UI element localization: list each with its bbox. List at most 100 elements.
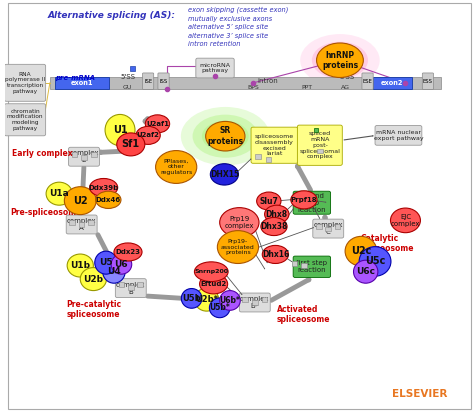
- Ellipse shape: [200, 274, 228, 294]
- Ellipse shape: [90, 178, 118, 197]
- Text: intron: intron: [257, 78, 278, 84]
- Text: U6: U6: [115, 260, 128, 269]
- Text: U2b*: U2b*: [195, 295, 218, 304]
- Ellipse shape: [300, 34, 380, 87]
- Ellipse shape: [317, 43, 364, 77]
- Bar: [55, 77, 109, 89]
- Text: U6b*: U6b*: [219, 296, 240, 305]
- Ellipse shape: [111, 255, 132, 274]
- Bar: [317, 148, 323, 153]
- Text: Ddx39b: Ddx39b: [89, 185, 119, 190]
- Text: complex
B: complex B: [116, 282, 146, 295]
- Text: spliceosome
disassembly
excised
lariat: spliceosome disassembly excised lariat: [255, 134, 294, 157]
- Bar: [50, 77, 440, 89]
- Text: spliced
mRNA
post-
spliceosomal
complex: spliced mRNA post- spliceosomal complex: [300, 131, 340, 159]
- Text: DHX15: DHX15: [210, 170, 239, 179]
- Text: U2af1: U2af1: [146, 121, 169, 127]
- Bar: [326, 227, 331, 232]
- Text: U2b: U2b: [83, 274, 103, 283]
- Text: 3'SS: 3'SS: [339, 74, 355, 80]
- Text: U5b*: U5b*: [210, 303, 230, 312]
- Ellipse shape: [291, 191, 317, 209]
- Bar: [335, 224, 340, 229]
- Ellipse shape: [264, 205, 289, 223]
- Ellipse shape: [218, 231, 258, 264]
- FancyBboxPatch shape: [143, 73, 154, 89]
- FancyBboxPatch shape: [239, 293, 270, 312]
- Text: Catalytic
spliceosome: Catalytic spliceosome: [361, 234, 414, 253]
- Text: AG: AG: [341, 85, 350, 90]
- Text: Sf1: Sf1: [122, 139, 140, 150]
- Text: PPIases,
other
regulators: PPIases, other regulators: [160, 159, 192, 175]
- Text: SR
proteins: SR proteins: [207, 126, 243, 146]
- Text: ISE: ISE: [144, 79, 152, 84]
- Text: U2: U2: [73, 196, 88, 206]
- Text: Dhx16: Dhx16: [262, 250, 289, 259]
- Text: Slu7: Slu7: [259, 197, 278, 206]
- Text: EJC
complex: EJC complex: [391, 214, 420, 227]
- Text: ELSEVIER: ELSEVIER: [392, 389, 447, 399]
- Text: mRNA nuclear
export pathway: mRNA nuclear export pathway: [374, 130, 423, 141]
- Ellipse shape: [206, 122, 245, 151]
- Bar: [292, 261, 297, 266]
- Ellipse shape: [202, 121, 249, 152]
- Ellipse shape: [194, 262, 228, 281]
- Text: Dhx8: Dhx8: [266, 210, 288, 219]
- Ellipse shape: [67, 254, 93, 277]
- Bar: [137, 282, 143, 287]
- Bar: [262, 297, 267, 302]
- Text: ESE: ESE: [363, 79, 373, 84]
- Ellipse shape: [194, 288, 219, 311]
- Bar: [88, 220, 94, 225]
- FancyBboxPatch shape: [4, 64, 46, 101]
- FancyBboxPatch shape: [362, 73, 373, 89]
- Text: Pre-catalytic
spliceosome: Pre-catalytic spliceosome: [66, 300, 121, 319]
- Ellipse shape: [256, 192, 281, 210]
- Bar: [79, 222, 84, 227]
- FancyBboxPatch shape: [251, 127, 298, 163]
- FancyBboxPatch shape: [375, 126, 422, 145]
- Text: Prpf18: Prpf18: [291, 197, 317, 203]
- Text: U1b: U1b: [70, 261, 90, 270]
- Text: exon skipping (cassette exon)
mutually exclusive axons
alternative 5’ splice sit: exon skipping (cassette exon) mutually e…: [188, 7, 288, 47]
- Ellipse shape: [182, 288, 202, 308]
- Text: hnRNP
proteins: hnRNP proteins: [322, 51, 358, 70]
- Ellipse shape: [391, 208, 420, 233]
- Bar: [316, 224, 322, 229]
- FancyBboxPatch shape: [297, 125, 342, 165]
- FancyBboxPatch shape: [196, 58, 234, 78]
- Text: PPT: PPT: [301, 85, 313, 90]
- Text: GU: GU: [123, 85, 132, 90]
- Bar: [292, 200, 297, 205]
- Text: pre-mRNA: pre-mRNA: [55, 75, 95, 81]
- Text: Snrnp200: Snrnp200: [194, 269, 228, 274]
- Ellipse shape: [312, 42, 368, 79]
- Bar: [301, 197, 307, 202]
- Text: microRNA
pathway: microRNA pathway: [200, 63, 230, 73]
- Bar: [242, 297, 248, 302]
- Text: Ddx23: Ddx23: [116, 249, 140, 255]
- Text: U1a: U1a: [49, 189, 69, 198]
- Text: U1: U1: [113, 125, 128, 135]
- Bar: [252, 300, 257, 305]
- Ellipse shape: [359, 247, 391, 276]
- Ellipse shape: [210, 298, 230, 318]
- Text: Eftud2: Eftud2: [201, 281, 227, 287]
- FancyBboxPatch shape: [293, 256, 330, 277]
- Ellipse shape: [321, 48, 359, 73]
- Bar: [72, 152, 77, 157]
- Ellipse shape: [181, 107, 270, 166]
- Ellipse shape: [114, 243, 142, 261]
- Text: BPS: BPS: [247, 85, 259, 90]
- Text: ISS: ISS: [159, 79, 168, 84]
- Text: U4: U4: [107, 267, 121, 276]
- Text: Prp19-
associated
proteins: Prp19- associated proteins: [221, 239, 255, 255]
- Text: Ddx46: Ddx46: [96, 197, 121, 203]
- Text: Activated
spliceosome: Activated spliceosome: [277, 305, 330, 324]
- Text: Pre-spliceosome: Pre-spliceosome: [10, 208, 82, 217]
- Text: second
step
reaction: second step reaction: [298, 193, 326, 213]
- Ellipse shape: [219, 290, 240, 310]
- Ellipse shape: [136, 126, 160, 145]
- Ellipse shape: [262, 246, 289, 264]
- Ellipse shape: [103, 260, 125, 283]
